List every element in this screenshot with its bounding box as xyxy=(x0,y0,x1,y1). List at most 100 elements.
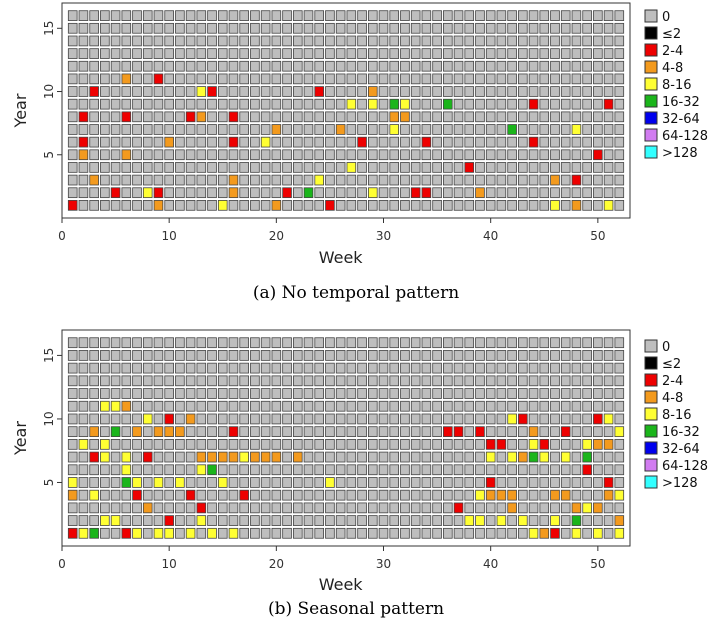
heatmap-cell xyxy=(485,98,496,110)
heatmap-cell xyxy=(475,451,485,463)
heatmap-cell xyxy=(410,149,421,161)
x-tick-label: 50 xyxy=(590,229,605,243)
heatmap-cell xyxy=(378,438,389,450)
heatmap-cell xyxy=(464,10,475,21)
heatmap-cell xyxy=(228,438,239,450)
heatmap-cell xyxy=(346,388,357,399)
heatmap-cell xyxy=(164,86,174,97)
heatmap-cell xyxy=(239,515,249,526)
heatmap-cell xyxy=(582,413,592,425)
heatmap-cell xyxy=(614,174,625,186)
heatmap-cell xyxy=(582,362,592,374)
heatmap-cell xyxy=(185,438,196,450)
heatmap-cell xyxy=(346,426,357,438)
heatmap-cell xyxy=(78,22,89,34)
heatmap-cell xyxy=(560,426,571,438)
heatmap-cell xyxy=(528,98,539,110)
heatmap-cell xyxy=(303,86,314,97)
heatmap-cell xyxy=(496,187,507,199)
heatmap-cell xyxy=(207,162,217,173)
heatmap-cell xyxy=(378,124,389,135)
heatmap-cell xyxy=(443,22,453,34)
heatmap-cell xyxy=(410,502,421,514)
heatmap-cell xyxy=(603,515,614,526)
heatmap-cell xyxy=(121,527,132,539)
legend-label: 0 xyxy=(662,340,670,355)
heatmap-cell xyxy=(303,136,314,148)
heatmap-cell xyxy=(593,187,603,199)
heatmap-cell xyxy=(185,60,196,72)
heatmap-cell xyxy=(378,502,389,514)
heatmap-cell xyxy=(560,375,571,387)
x-tick-label: 30 xyxy=(376,557,391,571)
heatmap-cell xyxy=(142,388,153,399)
heatmap-cell xyxy=(443,174,453,186)
heatmap-cell xyxy=(593,200,603,211)
heatmap-cell xyxy=(400,375,410,387)
heatmap-cell xyxy=(239,200,249,211)
heatmap-cell xyxy=(496,136,507,148)
heatmap-cell xyxy=(314,350,324,361)
heatmap-cell xyxy=(539,200,550,211)
heatmap-cell xyxy=(432,174,442,186)
heatmap-cell xyxy=(282,489,292,501)
heatmap-cell xyxy=(560,515,571,526)
heatmap-cell xyxy=(421,149,432,161)
heatmap-cell xyxy=(217,35,228,47)
heatmap-cell xyxy=(571,527,582,539)
heatmap-cell xyxy=(164,48,174,59)
heatmap-cell xyxy=(432,124,442,135)
heatmap-cell xyxy=(367,515,378,526)
heatmap-cell xyxy=(239,174,249,186)
heatmap-cell xyxy=(507,362,517,374)
heatmap-cell xyxy=(239,350,249,361)
legend-swatch xyxy=(644,9,658,23)
heatmap-cell xyxy=(518,162,528,173)
heatmap-cell xyxy=(475,502,485,514)
heatmap-cell xyxy=(410,73,421,85)
heatmap-cell xyxy=(357,73,367,85)
heatmap-cell xyxy=(496,48,507,59)
heatmap-cell xyxy=(389,413,400,425)
heatmap-cell xyxy=(207,527,217,539)
heatmap-cell xyxy=(485,362,496,374)
heatmap-cell xyxy=(582,438,592,450)
heatmap-cell xyxy=(421,10,432,21)
heatmap-cell xyxy=(518,187,528,199)
legend-label: 2-4 xyxy=(662,374,683,389)
legend-swatch xyxy=(644,441,658,455)
heatmap-cell xyxy=(175,22,185,34)
heatmap-cell xyxy=(153,60,164,72)
heatmap-cell xyxy=(67,413,78,425)
heatmap-cell xyxy=(164,451,174,463)
heatmap-cell xyxy=(539,162,550,173)
heatmap-cell xyxy=(292,527,303,539)
heatmap-cell xyxy=(164,413,174,425)
heatmap-cell xyxy=(443,426,453,438)
heatmap-cell xyxy=(153,200,164,211)
heatmap-cell xyxy=(421,375,432,387)
heatmap-cell xyxy=(453,35,464,47)
heatmap-cell xyxy=(100,22,110,34)
heatmap-cell xyxy=(485,124,496,135)
heatmap-cell xyxy=(314,136,324,148)
heatmap-cell xyxy=(217,362,228,374)
heatmap-cell xyxy=(196,60,207,72)
heatmap-cell xyxy=(614,60,625,72)
heatmap-cell xyxy=(357,375,367,387)
heatmap-cell xyxy=(593,438,603,450)
heatmap-cell xyxy=(378,98,389,110)
heatmap-cell xyxy=(250,400,260,412)
heatmap-cell xyxy=(78,48,89,59)
heatmap-cell xyxy=(335,35,346,47)
heatmap-cell xyxy=(389,86,400,97)
heatmap-cell xyxy=(303,48,314,59)
heatmap-cell xyxy=(410,48,421,59)
heatmap-cell xyxy=(421,136,432,148)
heatmap-cell xyxy=(507,400,517,412)
heatmap-cell xyxy=(142,350,153,361)
heatmap-cell xyxy=(518,438,528,450)
heatmap-cell xyxy=(550,48,560,59)
